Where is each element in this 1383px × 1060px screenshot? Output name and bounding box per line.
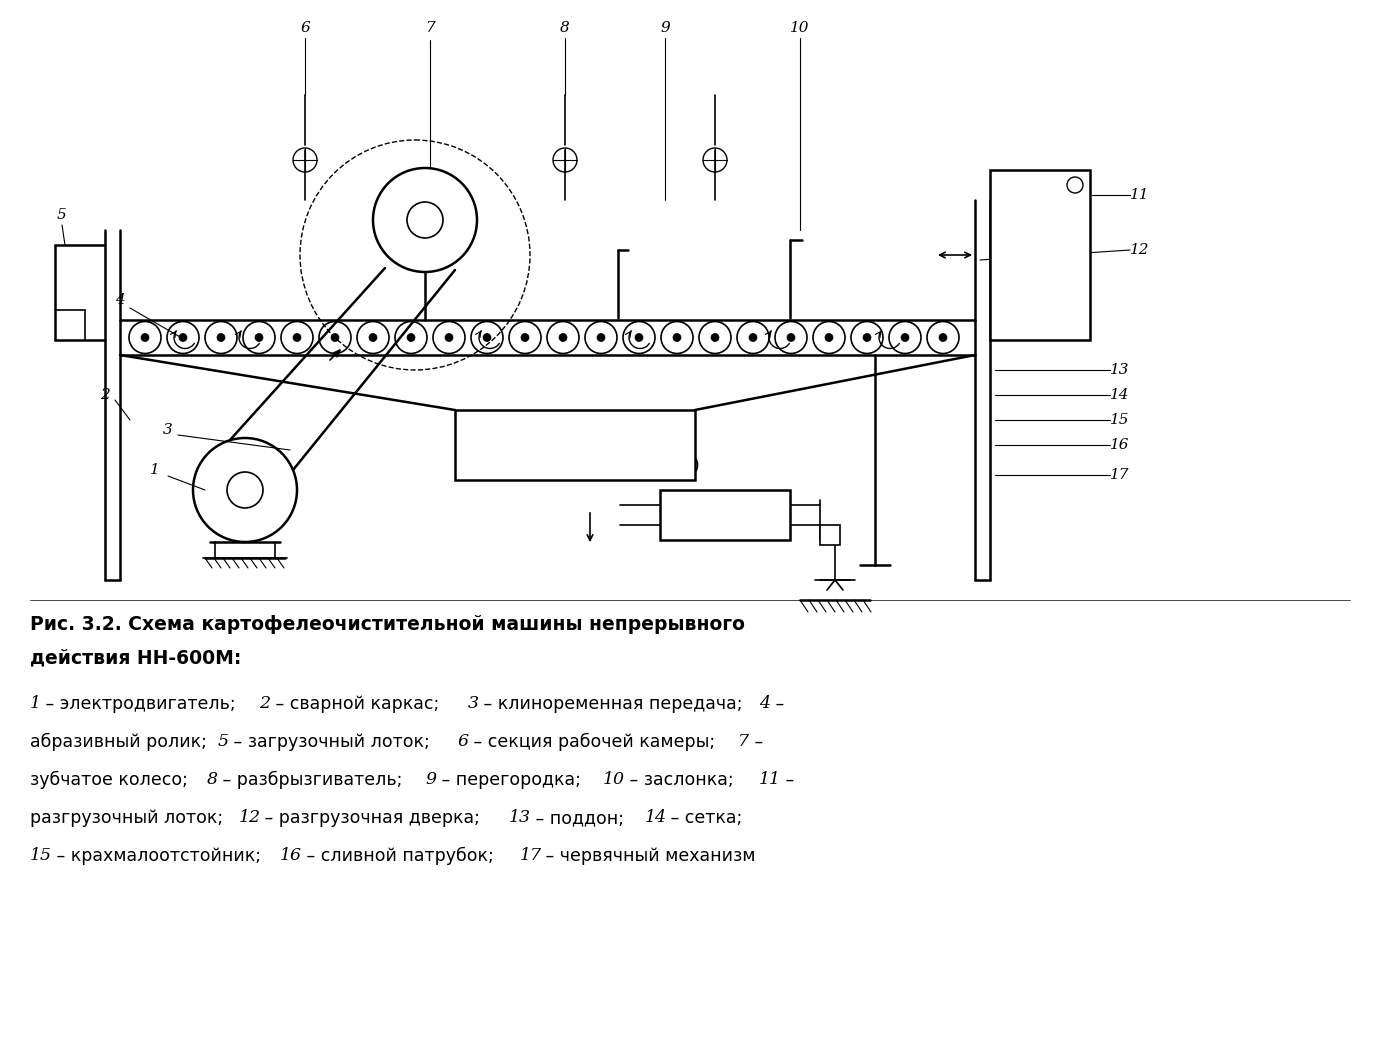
Text: 5: 5 <box>217 734 228 750</box>
Text: 14: 14 <box>1111 388 1130 402</box>
Circle shape <box>445 334 454 341</box>
Text: 2: 2 <box>100 388 109 402</box>
Circle shape <box>939 334 947 341</box>
Text: – клиноременная передача;: – клиноременная передача; <box>479 695 748 713</box>
Circle shape <box>750 334 757 341</box>
Bar <box>660 490 790 540</box>
Text: 9: 9 <box>426 771 437 788</box>
Circle shape <box>293 334 301 341</box>
Text: зубчатое колесо;: зубчатое колесо; <box>30 771 194 790</box>
Circle shape <box>178 334 187 341</box>
Circle shape <box>635 334 643 341</box>
Text: разгрузочный лоток;: разгрузочный лоток; <box>30 809 228 827</box>
Text: – сливной патрубок;: – сливной патрубок; <box>301 847 499 865</box>
Text: 9: 9 <box>660 21 669 35</box>
Circle shape <box>483 334 491 341</box>
Text: 11: 11 <box>759 771 781 788</box>
Text: 12: 12 <box>1130 243 1149 257</box>
Text: 12: 12 <box>238 809 260 826</box>
Text: – электродвигатель;: – электродвигатель; <box>40 695 242 713</box>
Text: – загрузочный лоток;: – загрузочный лоток; <box>228 734 436 750</box>
Text: 6: 6 <box>458 734 467 750</box>
Circle shape <box>521 334 530 341</box>
Text: 2: 2 <box>259 695 270 712</box>
Text: –: – <box>780 771 794 789</box>
Text: 10: 10 <box>790 21 810 35</box>
Text: 17: 17 <box>520 847 542 864</box>
Text: 5: 5 <box>57 208 66 222</box>
Circle shape <box>217 334 225 341</box>
Text: 13: 13 <box>1111 363 1130 377</box>
Circle shape <box>787 334 795 341</box>
Text: – крахмалоотстойник;: – крахмалоотстойник; <box>51 847 267 865</box>
Text: 16: 16 <box>279 847 301 864</box>
Text: – секция рабочей камеры;: – секция рабочей камеры; <box>467 734 721 752</box>
Text: –: – <box>769 695 784 713</box>
Text: 8: 8 <box>560 21 570 35</box>
Circle shape <box>711 334 719 341</box>
Text: действия НН-600М:: действия НН-600М: <box>30 648 242 667</box>
Text: абразивный ролик;: абразивный ролик; <box>30 734 213 752</box>
Bar <box>820 525 839 545</box>
Circle shape <box>407 334 415 341</box>
Circle shape <box>254 334 263 341</box>
Text: 8: 8 <box>207 771 219 788</box>
Text: 1: 1 <box>30 695 41 712</box>
Text: – поддон;: – поддон; <box>530 809 629 827</box>
Text: 11: 11 <box>1130 188 1149 202</box>
Text: 4: 4 <box>759 695 770 712</box>
Text: – заслонка;: – заслонка; <box>624 771 739 789</box>
Bar <box>455 410 696 480</box>
Polygon shape <box>333 350 340 357</box>
Text: 10: 10 <box>603 771 625 788</box>
Text: 15: 15 <box>30 847 53 864</box>
Circle shape <box>826 334 833 341</box>
Text: 6: 6 <box>300 21 310 35</box>
Circle shape <box>559 334 567 341</box>
Text: Рис. 3.2. Схема картофелеочистительной машины непрерывного: Рис. 3.2. Схема картофелеочистительной м… <box>30 615 745 634</box>
Circle shape <box>900 334 909 341</box>
Circle shape <box>141 334 149 341</box>
Text: 14: 14 <box>644 809 667 826</box>
Text: 13: 13 <box>509 809 531 826</box>
Bar <box>990 170 1090 340</box>
Text: 15: 15 <box>1111 413 1130 427</box>
Circle shape <box>331 334 339 341</box>
Text: – сетка;: – сетка; <box>665 809 743 827</box>
Text: 3: 3 <box>467 695 479 712</box>
Text: 1: 1 <box>151 463 160 477</box>
Text: – перегородка;: – перегородка; <box>436 771 586 789</box>
Text: 16: 16 <box>1111 438 1130 452</box>
Text: – сварной каркас;: – сварной каркас; <box>270 695 444 713</box>
Circle shape <box>369 334 378 341</box>
Text: 3: 3 <box>163 423 173 437</box>
Circle shape <box>674 334 680 341</box>
Text: – разгрузочная дверка;: – разгрузочная дверка; <box>259 809 485 827</box>
Text: 7: 7 <box>739 734 750 750</box>
Text: 17: 17 <box>1111 469 1130 482</box>
Text: – разбрызгиватель;: – разбрызгиватель; <box>217 771 408 790</box>
Circle shape <box>863 334 871 341</box>
Text: 7: 7 <box>425 21 434 35</box>
Circle shape <box>597 334 604 341</box>
Text: –: – <box>748 734 763 750</box>
Text: – червячный механизм: – червячный механизм <box>541 847 757 865</box>
Text: 4: 4 <box>115 293 124 307</box>
